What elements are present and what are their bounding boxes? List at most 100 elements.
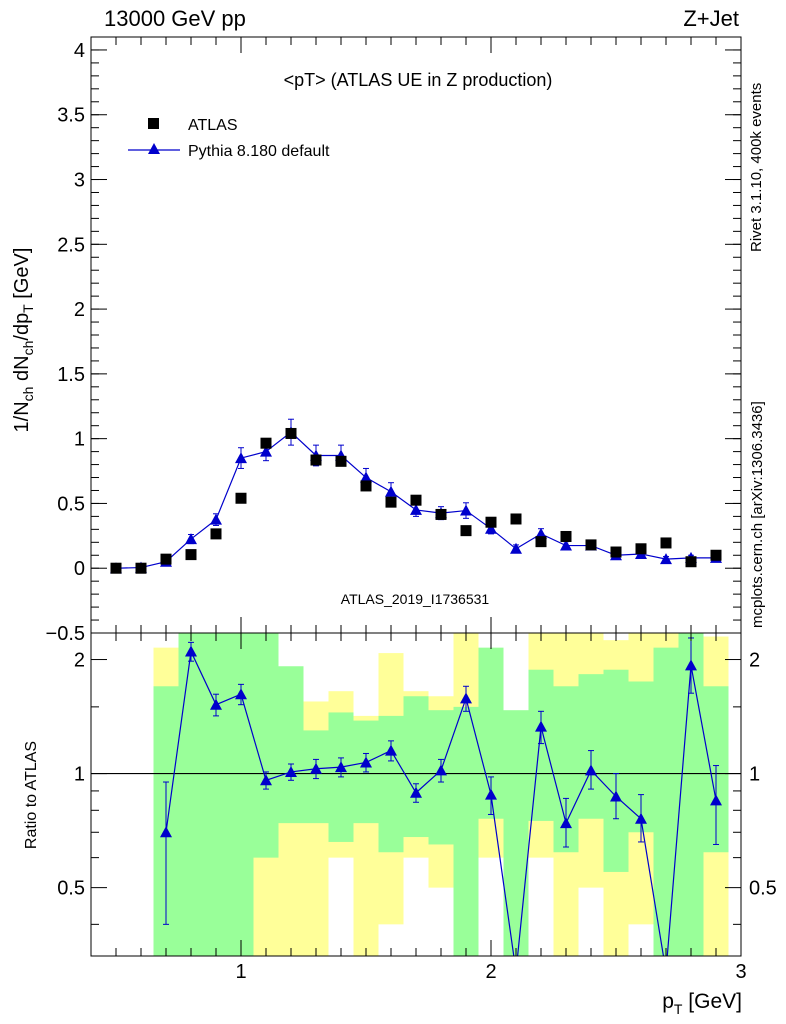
ratio-point: [410, 786, 422, 798]
ratio-point: [260, 774, 272, 786]
ratio-point: [485, 788, 497, 800]
atlas-point: [160, 553, 172, 565]
mc-point: [535, 527, 547, 539]
atlas-point: [360, 480, 372, 492]
mc-point: [210, 513, 222, 525]
legend: ATLAS Pythia 8.180 default: [128, 117, 330, 160]
x-tick-label: 1: [235, 961, 246, 983]
atlas-point: [610, 546, 622, 558]
ratio-point: [610, 790, 622, 802]
mc-point: [385, 485, 397, 497]
y-tick-label: 1.5: [57, 364, 85, 386]
ratio-point: [535, 720, 547, 732]
ratio-point: [460, 692, 472, 704]
ratio-point: [635, 812, 647, 824]
ratio-y-tick-label-right: 0.5: [749, 878, 777, 900]
band-inner: [603, 669, 629, 872]
atlas-point: [685, 556, 697, 568]
plot-title: <pT> (ATLAS UE in Z production): [284, 70, 553, 90]
ratio-point: [235, 688, 247, 700]
atlas-point: [435, 508, 447, 520]
mc-point: [235, 452, 247, 464]
legend-atlas-label: ATLAS: [188, 117, 238, 134]
watermark: ATLAS_2019_I1736531: [341, 591, 490, 607]
legend-pythia-label: Pythia 8.180 default: [188, 143, 330, 160]
band-inner: [653, 647, 679, 956]
y-tick-label: 4: [74, 40, 85, 62]
y-tick-label: 0.5: [57, 493, 85, 515]
atlas-point: [135, 562, 147, 574]
ratio-point: [210, 698, 222, 710]
band-inner: [253, 633, 279, 858]
x-tick-label: 2: [485, 961, 496, 983]
atlas-point: [635, 543, 647, 555]
band-inner: [528, 669, 554, 821]
ratio-point: [160, 826, 172, 838]
atlas-point: [485, 516, 497, 528]
ratio-y-tick-label: 2: [74, 650, 85, 672]
mc-point: [510, 542, 522, 554]
band-inner: [278, 666, 304, 824]
mc-point: [485, 522, 497, 534]
mc-point: [185, 533, 197, 545]
ratio-y-tick-label: 0.5: [57, 878, 85, 900]
mc-point: [560, 539, 572, 551]
atlas-point: [535, 536, 547, 548]
band-inner: [178, 633, 204, 956]
atlas-point: [210, 528, 222, 540]
main-plot-panel: −0.5 0 0.5 1 1.5 2 2.5 3 3.5 4 <pT> (ATLAS UE in …: [11, 36, 742, 645]
y-tick-label: 3.5: [57, 105, 85, 127]
ratio-axis-title: Ratio to ATLAS: [23, 741, 40, 849]
atlas-point: [385, 496, 397, 508]
ratio-point: [710, 794, 722, 806]
ratio-y-tick-label: 1: [74, 764, 85, 786]
ratio-point: [385, 744, 397, 756]
atlas-point: [110, 562, 122, 574]
y-tick-label: −0.5: [46, 623, 85, 645]
atlas-point: [510, 513, 522, 525]
mc-point: [360, 471, 372, 483]
ratio-y-tick-label-right: 2: [749, 650, 760, 672]
band-inner: [403, 696, 429, 838]
y-tick-label: 2: [74, 299, 85, 321]
ratio-y-tick-label-right: 1: [749, 764, 760, 786]
svg-text:1/Nch dNch/dpT [GeV]: 1/Nch dNch/dpT [GeV]: [11, 248, 36, 433]
rivet-label: Rivet 3.1.10, 400k events: [748, 83, 765, 252]
legend-atlas-marker: [148, 118, 159, 129]
ratio-point: [585, 764, 597, 776]
ratio-point: [360, 756, 372, 768]
mc-point: [660, 553, 672, 565]
atlas-point: [560, 530, 572, 542]
atlas-point: [235, 492, 247, 504]
atlas-point: [185, 549, 197, 561]
atlas-point: [460, 525, 472, 537]
ratio-point: [435, 764, 447, 776]
x-axis-title: pT [GeV]: [662, 990, 742, 1017]
ratio-point: [685, 659, 697, 671]
atlas-point: [710, 549, 722, 561]
ratio-point: [560, 817, 572, 829]
atlas-point: [585, 539, 597, 551]
band-inner: [228, 633, 254, 956]
y-tick-label: 2.5: [57, 234, 85, 256]
y-axis-title-top: 1/Nch dNch/dpT [GeV]: [11, 248, 36, 433]
ratio-plot-panel: 1 2 3 0.5 0.5 1 1 2 2 Ratio to ATLAS pT [GeV]: [23, 632, 777, 1017]
atlas-point: [410, 494, 422, 506]
band-inner: [378, 715, 404, 853]
atlas-point: [335, 455, 347, 467]
band-inner: [203, 633, 229, 956]
header-left: 13000 GeV pp: [104, 6, 246, 31]
y-tick-label: 0: [74, 558, 85, 580]
source-url-label: mcplots.cern.ch [arXiv:1306.3436]: [749, 401, 766, 628]
atlas-point: [310, 454, 322, 466]
atlas-point: [260, 437, 272, 449]
atlas-point: [285, 427, 297, 439]
mc-point: [460, 504, 472, 516]
svg-text:pT [GeV]: pT [GeV]: [662, 990, 742, 1017]
mc-point: [410, 503, 422, 515]
ratio-point: [285, 765, 297, 777]
band-inner: [578, 674, 604, 819]
band-inner: [453, 706, 479, 956]
header-right: Z+Jet: [683, 6, 739, 31]
